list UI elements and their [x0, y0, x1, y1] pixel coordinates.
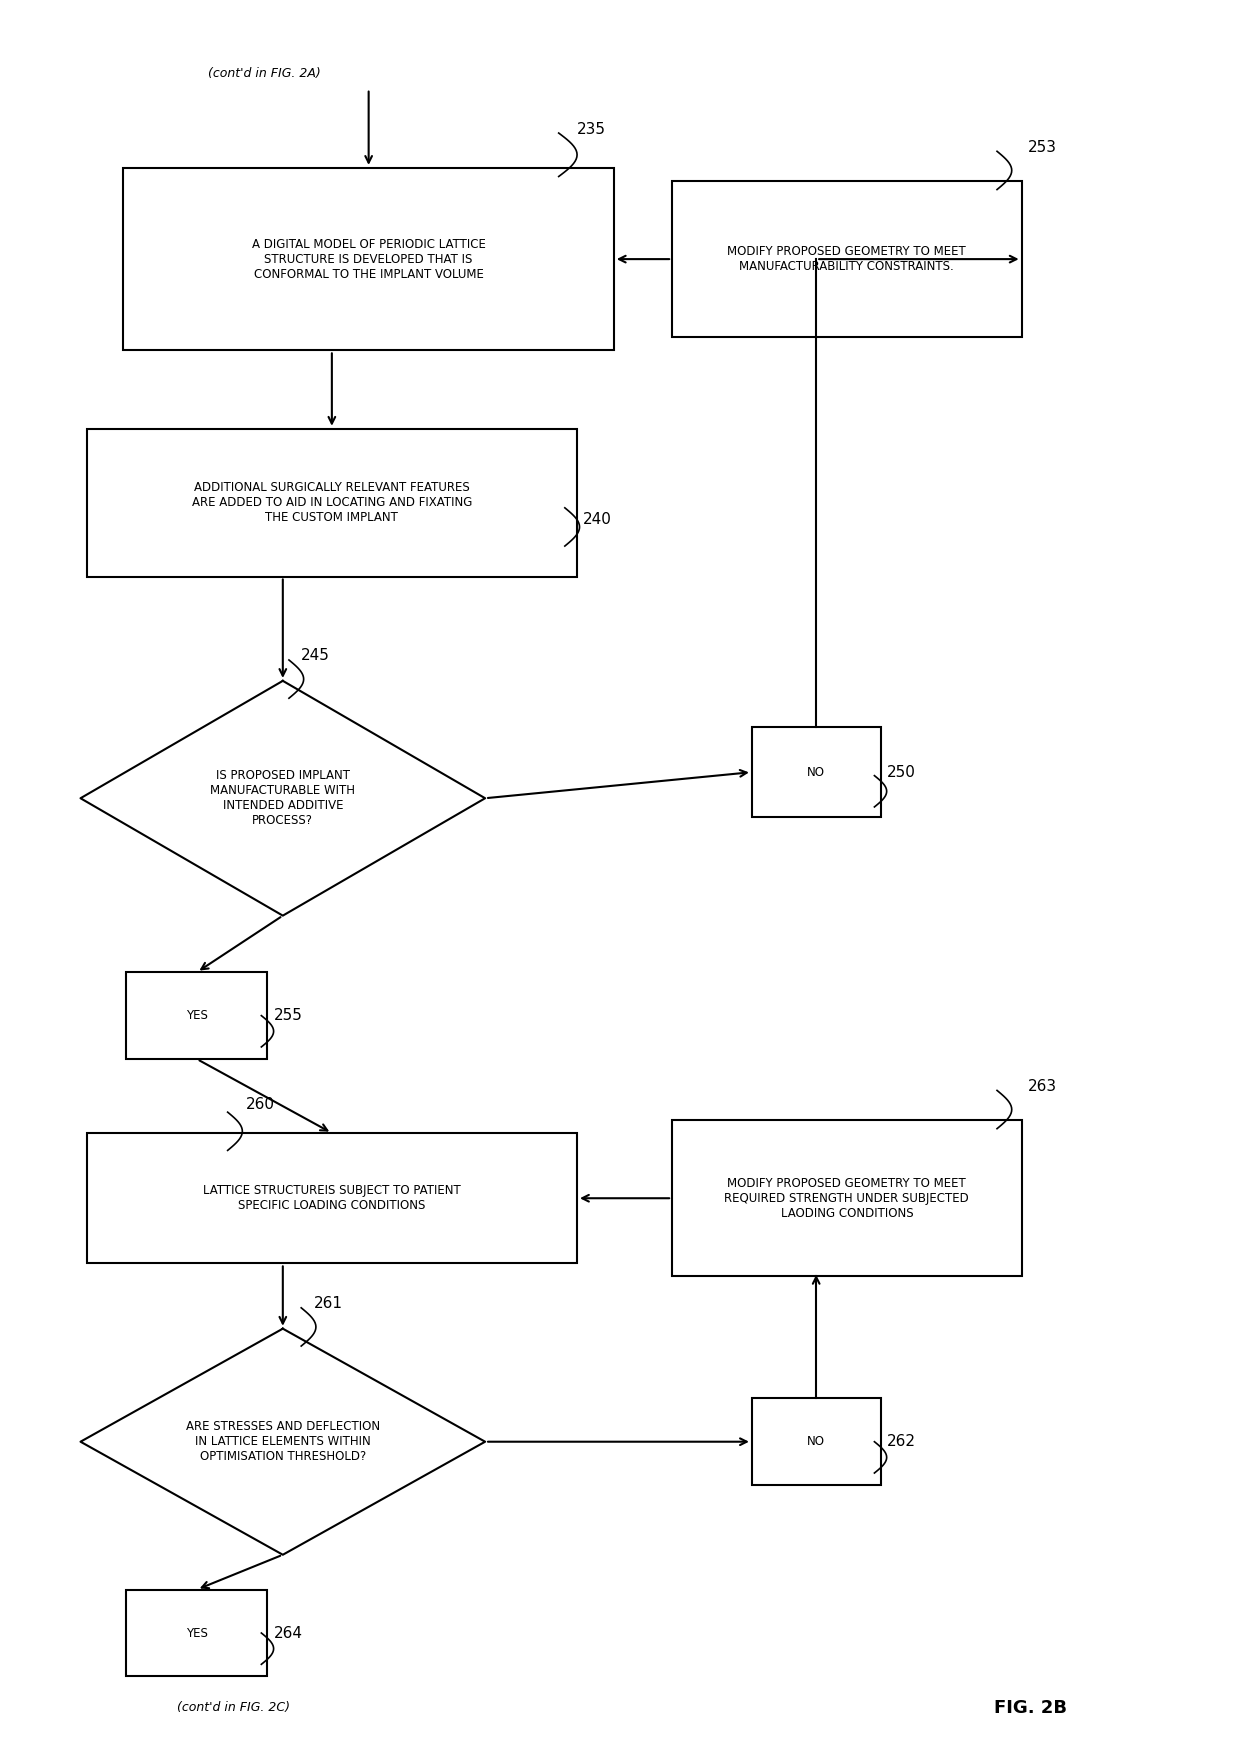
Text: LATTICE STRUCTUREIS SUBJECT TO PATIENT
SPECIFIC LOADING CONDITIONS: LATTICE STRUCTUREIS SUBJECT TO PATIENT S… — [203, 1185, 461, 1213]
Text: NO: NO — [807, 766, 825, 778]
Text: FIG. 2B: FIG. 2B — [994, 1699, 1068, 1716]
Text: 235: 235 — [577, 121, 606, 137]
Text: IS PROPOSED IMPLANT
MANUFACTURABLE WITH
INTENDED ADDITIVE
PROCESS?: IS PROPOSED IMPLANT MANUFACTURABLE WITH … — [211, 770, 356, 827]
FancyBboxPatch shape — [126, 973, 268, 1059]
Text: 253: 253 — [1028, 140, 1056, 154]
Text: (cont'd in FIG. 2C): (cont'd in FIG. 2C) — [177, 1702, 290, 1714]
Text: 260: 260 — [246, 1097, 275, 1111]
FancyBboxPatch shape — [126, 1590, 268, 1676]
Text: NO: NO — [807, 1436, 825, 1448]
Text: 250: 250 — [887, 764, 915, 780]
Text: MODIFY PROPOSED GEOMETRY TO MEET
REQUIRED STRENGTH UNDER SUBJECTED
LAODING CONDI: MODIFY PROPOSED GEOMETRY TO MEET REQUIRE… — [724, 1176, 970, 1220]
Text: 262: 262 — [887, 1434, 915, 1450]
Text: 261: 261 — [314, 1295, 342, 1311]
Polygon shape — [81, 1329, 485, 1555]
Text: ADDITIONAL SURGICALLY RELEVANT FEATURES
ARE ADDED TO AID IN LOCATING AND FIXATIN: ADDITIONAL SURGICALLY RELEVANT FEATURES … — [192, 480, 472, 524]
Polygon shape — [81, 680, 485, 915]
Text: YES: YES — [186, 1010, 208, 1022]
Text: (cont'd in FIG. 2A): (cont'd in FIG. 2A) — [208, 67, 321, 79]
Text: 264: 264 — [274, 1625, 303, 1641]
Text: 245: 245 — [301, 649, 330, 663]
FancyBboxPatch shape — [751, 1399, 880, 1485]
Text: YES: YES — [186, 1627, 208, 1639]
FancyBboxPatch shape — [672, 1120, 1022, 1276]
Text: 240: 240 — [583, 512, 613, 528]
FancyBboxPatch shape — [87, 429, 577, 577]
Text: 263: 263 — [1028, 1078, 1056, 1094]
FancyBboxPatch shape — [751, 727, 880, 817]
Text: MODIFY PROPOSED GEOMETRY TO MEET
MANUFACTURABILITY CONSTRAINTS.: MODIFY PROPOSED GEOMETRY TO MEET MANUFAC… — [728, 245, 966, 273]
Text: ARE STRESSES AND DEFLECTION
IN LATTICE ELEMENTS WITHIN
OPTIMISATION THRESHOLD?: ARE STRESSES AND DEFLECTION IN LATTICE E… — [186, 1420, 379, 1464]
FancyBboxPatch shape — [124, 168, 614, 351]
FancyBboxPatch shape — [672, 181, 1022, 337]
FancyBboxPatch shape — [87, 1132, 577, 1264]
Text: A DIGITAL MODEL OF PERIODIC LATTICE
STRUCTURE IS DEVELOPED THAT IS
CONFORMAL TO : A DIGITAL MODEL OF PERIODIC LATTICE STRU… — [252, 238, 486, 280]
Text: 255: 255 — [274, 1008, 303, 1024]
